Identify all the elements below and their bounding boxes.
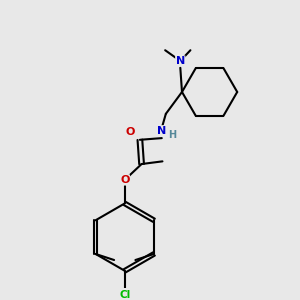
Text: N: N [176,56,185,66]
Text: O: O [120,175,129,185]
Text: Cl: Cl [119,290,130,300]
Text: N: N [158,126,167,136]
Text: H: H [168,130,176,140]
Text: O: O [126,128,135,137]
